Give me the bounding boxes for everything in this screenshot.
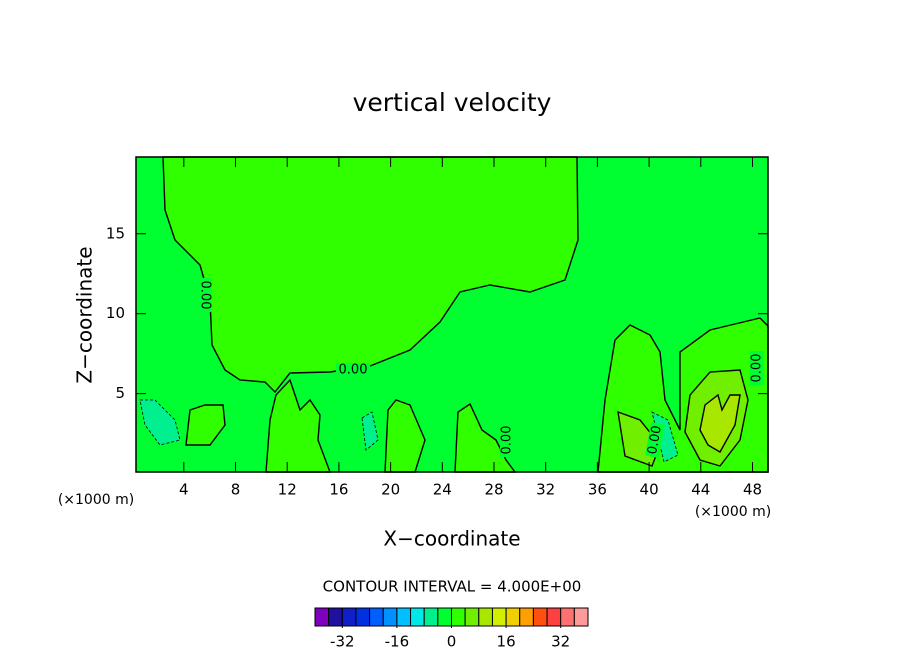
- y-tick-label: 15: [106, 224, 125, 242]
- contour-label: 0.00: [750, 354, 765, 383]
- contour-region: [185, 404, 226, 446]
- x-tick-label: 16: [329, 481, 348, 499]
- x-tick-label: 20: [381, 481, 400, 499]
- contour-interval: CONTOUR INTERVAL = 4.000E+00: [323, 578, 582, 596]
- contour-label: 0.00: [645, 424, 665, 455]
- colorbar-box: [546, 607, 562, 627]
- colorbar-box: [478, 607, 493, 627]
- chart-title: vertical velocity: [353, 88, 552, 117]
- x-unit-label: (×1000 m): [695, 504, 771, 520]
- plot-frame: [135, 156, 769, 473]
- colorbar-box: [464, 607, 480, 627]
- contour-region: [139, 399, 181, 446]
- x-tick-label: 24: [433, 481, 452, 499]
- colorbar-tick-label: 16: [497, 633, 516, 651]
- colorbar-box: [314, 607, 330, 627]
- x-tick-label: 44: [691, 481, 710, 499]
- contour-region: [265, 378, 332, 473]
- colorbar-box: [410, 607, 425, 627]
- colorbar-box: [355, 607, 371, 627]
- colorbar-tick-label: 32: [551, 633, 570, 651]
- contour-label: 0.00: [198, 281, 213, 310]
- y-axis-label: Z−coordinate: [73, 246, 97, 383]
- colorbar-tick-label: 0: [447, 633, 457, 651]
- colorbar-box: [505, 607, 521, 627]
- x-tick-label: 40: [640, 481, 659, 499]
- contour-label-bg: [750, 351, 764, 385]
- x-tick-label: 4: [179, 481, 189, 499]
- colorbar-box: [573, 607, 589, 627]
- colorbar-tick-label: -16: [385, 633, 410, 651]
- colorbar-box: [382, 607, 398, 627]
- x-tick-label: 36: [588, 481, 607, 499]
- colorbar-box: [369, 607, 384, 627]
- x-tick-label: 28: [484, 481, 503, 499]
- x-axis-label: X−coordinate: [383, 527, 520, 551]
- y-tick-label: 5: [115, 384, 125, 402]
- colorbar-box: [328, 607, 343, 627]
- x-tick-label: 32: [536, 481, 555, 499]
- x-tick-label: 8: [231, 481, 241, 499]
- contour-label-bg: [645, 422, 665, 458]
- x-unit-label: (×1000 m): [58, 492, 134, 508]
- contour-region: [699, 393, 741, 453]
- colorbar-box: [491, 607, 507, 627]
- colorbar-box: [519, 607, 534, 627]
- contour-region: [361, 411, 379, 451]
- colorbar-box: [396, 607, 412, 627]
- colorbar-box: [341, 607, 357, 627]
- colorbar-box: [451, 607, 466, 627]
- contour-label-bg: [500, 423, 514, 457]
- colorbar-tick-label: -32: [330, 633, 355, 651]
- plot-area: 0.00 0.00 0.00 0.00 0.00: [135, 156, 769, 473]
- contour-label: 0.00: [339, 363, 368, 378]
- contour-label: 0.00: [500, 426, 515, 455]
- contour-label-bg: [198, 278, 212, 312]
- y-tick-label: 10: [106, 304, 125, 322]
- x-tick-label: 12: [278, 481, 297, 499]
- colorbar-box: [560, 607, 575, 627]
- colorbar-box: [532, 607, 548, 627]
- x-tick-label: 48: [743, 481, 762, 499]
- contour-label-bg: [336, 363, 370, 377]
- colorbar-box: [437, 607, 453, 627]
- colorbar-box: [423, 607, 439, 627]
